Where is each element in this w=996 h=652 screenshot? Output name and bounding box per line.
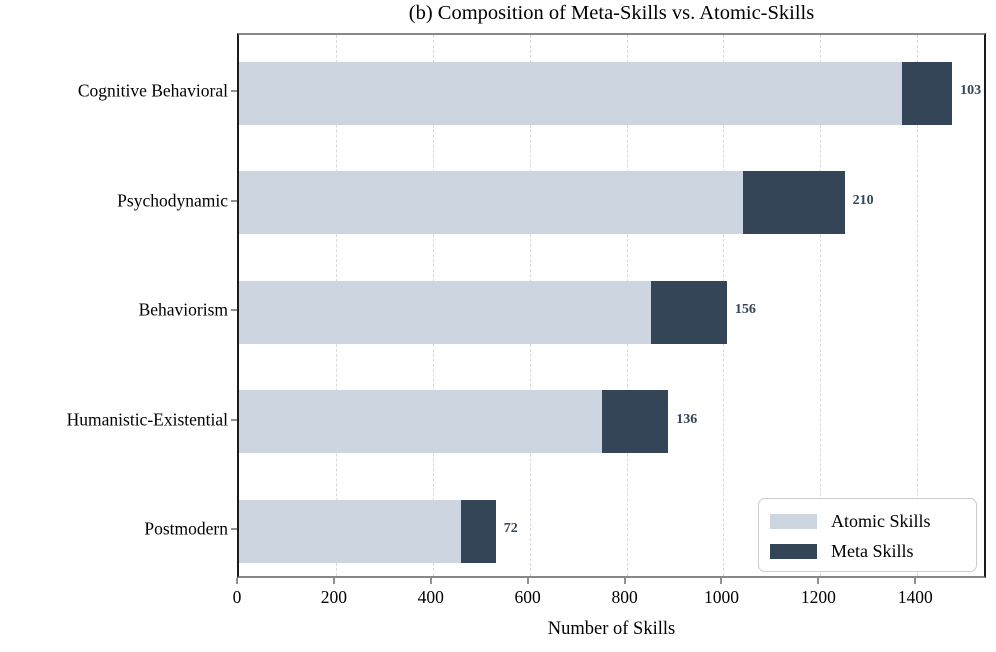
x-axis-label: Number of Skills	[547, 619, 676, 639]
category-label: Cognitive Behavioral	[77, 80, 228, 101]
value-label: 72	[503, 521, 518, 536]
value-label: 210	[852, 192, 874, 208]
x-tick-label: 600	[514, 587, 541, 607]
legend-swatch-meta-skills	[770, 543, 817, 559]
x-axis-tick	[333, 578, 335, 584]
x-axis-tick	[430, 578, 432, 584]
x-axis-tick	[527, 578, 529, 584]
x-tick-label: 1200	[800, 587, 836, 607]
legend-swatch-atomic-skills	[770, 513, 817, 529]
x-axis-tick	[817, 578, 819, 584]
legend-label: Meta Skills	[831, 540, 914, 561]
meta-skills-segment	[902, 61, 953, 125]
x-tick-label: 1400	[897, 587, 933, 607]
bar-row	[239, 171, 845, 234]
x-axis-tick	[914, 578, 916, 584]
category-label: Postmodern	[144, 518, 228, 539]
value-label: 136	[676, 411, 698, 427]
x-tick-label: 400	[417, 587, 444, 607]
meta-skills-segment	[742, 171, 845, 234]
y-axis-tick	[231, 309, 237, 311]
legend-label: Atomic Skills	[831, 510, 931, 531]
y-axis-tick	[231, 90, 237, 92]
legend: Atomic Skills Meta Skills	[758, 498, 977, 572]
atomic-skills-segment	[239, 171, 743, 234]
value-label: 103	[960, 83, 982, 98]
atomic-skills-segment	[239, 280, 652, 344]
legend-item: Meta Skills	[770, 539, 964, 563]
category-label: Psychodynamic	[117, 190, 228, 210]
atomic-skills-segment	[239, 499, 461, 563]
x-axis-tick	[624, 578, 626, 584]
y-axis-tick	[231, 419, 237, 420]
x-axis-tick	[236, 578, 238, 584]
legend-item: Atomic Skills	[770, 509, 964, 533]
plot-area	[237, 33, 986, 578]
x-tick-label: 200	[320, 587, 348, 607]
x-tick-label: 800	[611, 587, 638, 607]
atomic-skills-segment	[239, 61, 903, 125]
category-label: Behaviorism	[138, 299, 228, 320]
x-axis-tick	[720, 578, 722, 584]
bar-row	[239, 390, 669, 453]
meta-skills-segment	[602, 390, 669, 453]
bar-row	[239, 280, 727, 344]
bar-row	[239, 499, 496, 563]
y-axis-tick	[231, 528, 237, 530]
gridline	[820, 35, 822, 576]
atomic-skills-segment	[239, 390, 603, 453]
x-tick-label: 0	[232, 587, 242, 607]
category-label: Humanistic-Existential	[66, 409, 228, 429]
chart-title: (b) Composition of Meta-Skills vs. Atomi…	[408, 2, 815, 24]
x-tick-label: 1000	[703, 587, 739, 607]
gridline	[917, 35, 919, 576]
meta-skills-segment	[460, 499, 496, 563]
meta-skills-segment	[651, 280, 727, 344]
value-label: 156	[734, 302, 756, 317]
bar-row	[239, 61, 953, 125]
y-axis-tick	[231, 200, 237, 201]
